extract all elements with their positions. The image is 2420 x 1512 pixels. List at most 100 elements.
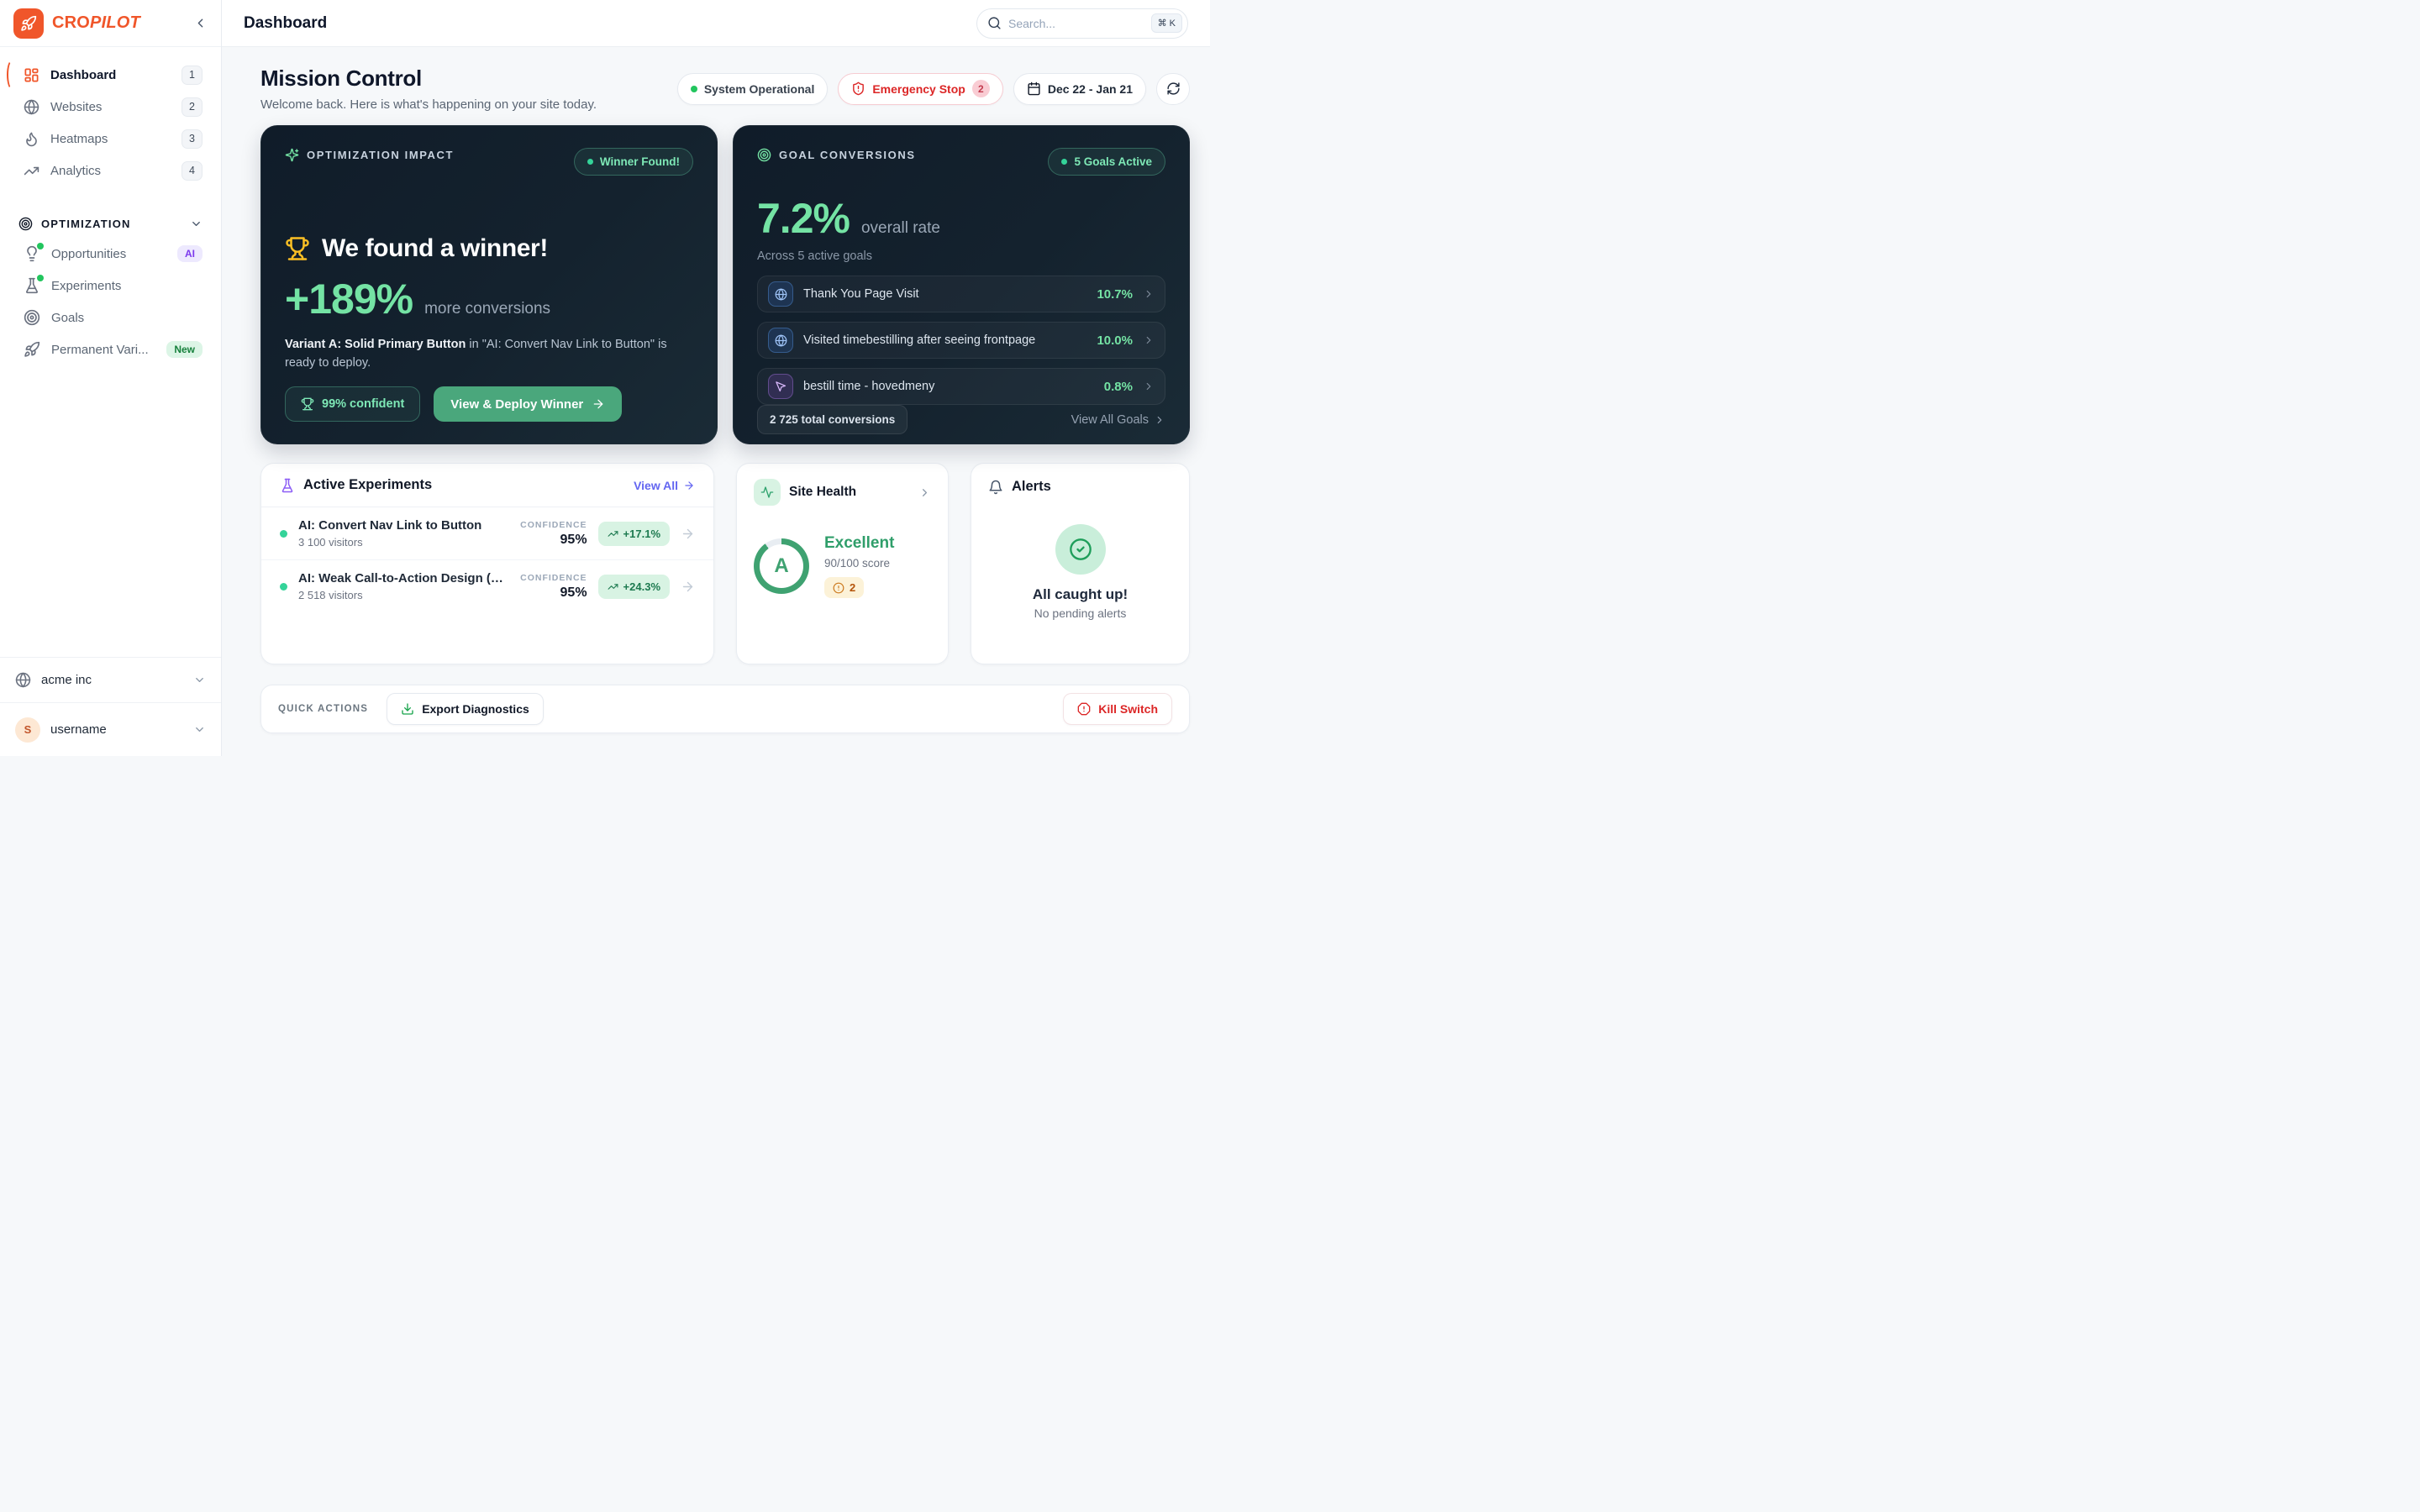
- view-all-goals-link[interactable]: View All Goals: [1071, 413, 1165, 427]
- sidebar-item-heatmaps[interactable]: Heatmaps 3: [10, 123, 211, 155]
- site-health-card[interactable]: Site Health A Excellent 90/100 score: [736, 463, 949, 664]
- target-icon: [18, 217, 33, 231]
- shortcut-badge: 1: [182, 65, 203, 85]
- confidence-label: CONFIDENCE: [520, 572, 587, 583]
- trophy-icon: [285, 236, 310, 261]
- sidebar-nav: Dashboard 1 Websites 2 Heatmaps 3 Analyt…: [0, 47, 221, 365]
- confidence-chip-label: 99% confident: [322, 397, 405, 411]
- sidebar-item-analytics[interactable]: Analytics 4: [10, 155, 211, 186]
- search-box[interactable]: ⌘ K: [976, 8, 1188, 39]
- alerts-title-row: Alerts: [988, 479, 1172, 495]
- workspace-name: acme inc: [41, 673, 92, 687]
- sidebar: CROPILOT Dashboard 1 Websites 2 Heatmaps…: [0, 0, 222, 756]
- emergency-stop-label: Emergency Stop: [872, 81, 965, 96]
- sidebar-item-websites[interactable]: Websites 2: [10, 91, 211, 123]
- goal-row-timebestilling[interactable]: Visited timebestilling after seeing fron…: [757, 322, 1165, 359]
- trending-up-icon: [608, 581, 618, 592]
- goal-name: Thank You Page Visit: [803, 287, 919, 301]
- winner-description-rest: in "AI: Convert Nav Link to Button" is r…: [285, 338, 667, 370]
- sidebar-item-goals[interactable]: Goals: [10, 302, 211, 333]
- new-badge: New: [166, 341, 203, 358]
- sidebar-bottom: acme inc S username: [0, 657, 221, 756]
- goals-subtitle: Across 5 active goals: [757, 249, 873, 263]
- flame-icon: [24, 131, 39, 147]
- goal-row-bestill-time[interactable]: bestill time - hovedmeny 0.8%: [757, 368, 1165, 405]
- goal-conversions-card: GOAL CONVERSIONS 5 Goals Active 7.2% ove…: [733, 125, 1190, 444]
- main-area: Dashboard ⌘ K Mission Control Welcome ba…: [222, 0, 1210, 756]
- user-menu[interactable]: S username: [0, 702, 221, 756]
- experiment-row-nav-link[interactable]: AI: Convert Nav Link to Button 3 100 vis…: [261, 507, 713, 559]
- topbar: Dashboard ⌘ K: [222, 0, 1210, 47]
- system-status-pill: System Operational: [676, 72, 829, 105]
- status-dot: [1061, 159, 1068, 165]
- lift-value: +17.1%: [623, 527, 660, 540]
- globe-icon: [768, 328, 793, 353]
- chevron-right-icon: [918, 486, 931, 499]
- health-grade: A: [774, 554, 789, 577]
- sidebar-section-optimization[interactable]: OPTIMIZATION: [13, 217, 208, 231]
- sidebar-item-label: Permanent Vari...: [51, 342, 149, 357]
- sidebar-collapse-button[interactable]: [193, 16, 208, 30]
- activity-dot: [37, 275, 44, 281]
- health-status: Excellent: [824, 534, 895, 552]
- shortcut-badge: 4: [182, 160, 203, 181]
- sidebar-item-dashboard[interactable]: Dashboard 1: [7, 59, 211, 91]
- mouse-pointer-icon: [768, 374, 793, 399]
- status-dot: [690, 85, 697, 92]
- sidebar-item-opportunities[interactable]: Opportunities AI: [10, 238, 211, 270]
- refresh-button[interactable]: [1156, 72, 1190, 105]
- date-range-label: Dec 22 - Jan 21: [1047, 81, 1133, 96]
- running-dot: [280, 582, 287, 591]
- experiments-title: Active Experiments: [303, 477, 433, 492]
- app-window: CROPILOT Dashboard 1 Websites 2 Heatmaps…: [0, 0, 1210, 756]
- chevron-right-icon: [1154, 414, 1165, 426]
- trending-up-icon: [608, 528, 618, 539]
- emergency-stop-button[interactable]: Emergency Stop 2: [838, 72, 1003, 105]
- section-label: OPTIMIZATION: [41, 218, 131, 230]
- rocket-icon: [24, 341, 40, 358]
- experiment-row-cta-design[interactable]: AI: Weak Call-to-Action Design (CTA... 2…: [261, 559, 713, 612]
- globe-icon: [768, 281, 793, 307]
- username: username: [50, 722, 107, 737]
- goal-rate: 10.0%: [1097, 333, 1133, 348]
- lightbulb-icon: [24, 243, 44, 262]
- rocket-logo-icon: [13, 8, 44, 39]
- search-input[interactable]: [1008, 16, 1144, 30]
- lift-badge: +17.1%: [597, 521, 670, 546]
- sidebar-item-experiments[interactable]: Experiments: [10, 270, 211, 302]
- kill-switch-button[interactable]: Kill Switch: [1063, 693, 1172, 725]
- mission-title: Mission Control: [260, 66, 422, 91]
- goal-row-thank-you-page[interactable]: Thank You Page Visit 10.7%: [757, 276, 1165, 312]
- date-range-picker[interactable]: Dec 22 - Jan 21: [1013, 72, 1146, 105]
- sidebar-logo-row: CROPILOT: [0, 0, 221, 47]
- alerts-headline: All caught up!: [1032, 585, 1128, 602]
- export-diagnostics-button[interactable]: Export Diagnostics: [387, 693, 544, 725]
- arrow-right-icon: [592, 397, 605, 411]
- view-all-experiments-link[interactable]: View All: [634, 479, 695, 492]
- goal-rate: 0.8%: [1103, 379, 1133, 394]
- confidence-chip: 99% confident: [285, 386, 421, 422]
- brand-name: CROPILOT: [52, 13, 140, 33]
- chevron-down-icon: [193, 723, 206, 736]
- shortcut-badge: 2: [182, 97, 203, 117]
- winner-found-label: Winner Found!: [599, 155, 680, 168]
- sidebar-item-permanent-variants[interactable]: Permanent Vari... New: [10, 333, 211, 365]
- experiment-name: AI: Weak Call-to-Action Design (CTA...: [298, 571, 510, 585]
- flask-icon: [24, 275, 44, 294]
- ai-badge: AI: [177, 245, 203, 262]
- alerts-title: Alerts: [1012, 479, 1051, 494]
- workspace-switcher[interactable]: acme inc: [0, 657, 221, 702]
- running-dot: [280, 529, 287, 538]
- emergency-count-badge: 2: [971, 80, 990, 97]
- view-all-label: View All: [634, 478, 678, 492]
- mission-subtitle: Welcome back. Here is what's happening o…: [260, 97, 597, 112]
- goals-active-label: 5 Goals Active: [1074, 155, 1152, 168]
- view-deploy-winner-button[interactable]: View & Deploy Winner: [434, 386, 623, 422]
- globe-icon: [24, 99, 39, 115]
- goals-active-badge: 5 Goals Active: [1048, 148, 1165, 176]
- check-circle-icon: [1055, 523, 1106, 575]
- sparkles-icon: [285, 148, 299, 162]
- health-score: 90/100 score: [824, 557, 891, 570]
- sidebar-item-label: Heatmaps: [50, 131, 108, 146]
- site-health-title: Site Health: [789, 485, 857, 499]
